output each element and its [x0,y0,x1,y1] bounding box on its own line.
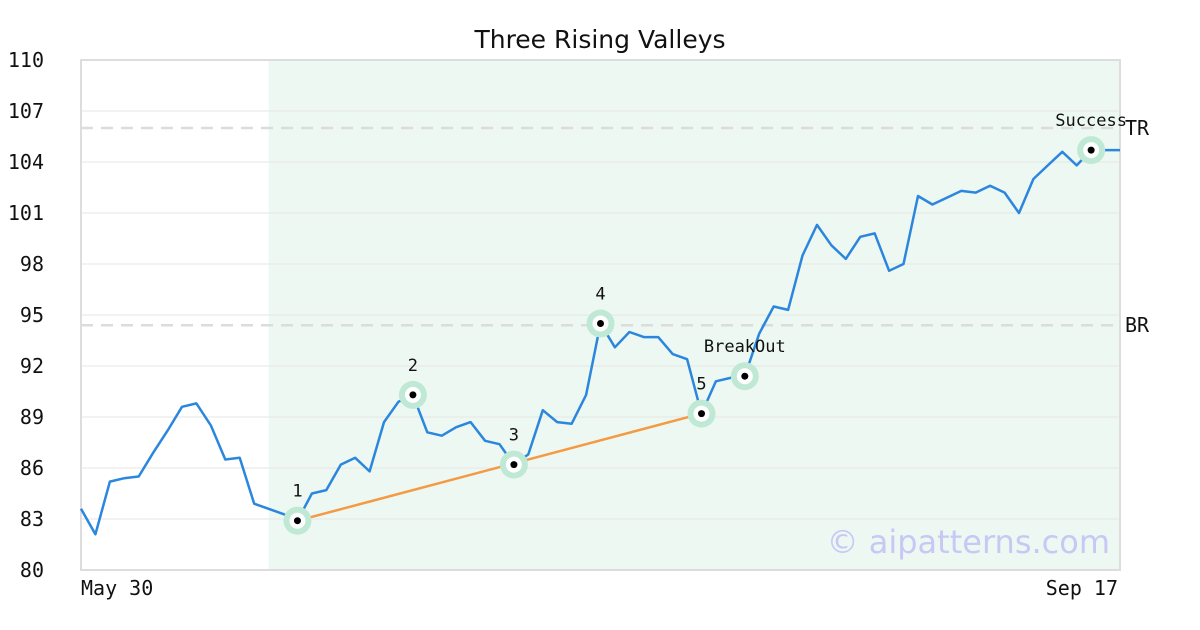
pattern-point-label: Success [1055,111,1127,131]
pattern-point-label: 3 [509,426,519,446]
y-tick-label: 80 [20,558,44,582]
y-tick-label: 95 [20,303,44,327]
pattern-point-label: 1 [292,482,302,502]
y-tick-label: 107 [8,99,44,123]
y-tick-label: 101 [8,201,44,225]
y-tick-label: 83 [20,507,44,531]
chart-title: Three Rising Valleys [473,25,725,54]
x-tick-label: May 30 [81,576,153,600]
pattern-point-dot [293,517,301,525]
valley-trendline [297,412,702,522]
watermark: © aipatterns.com [827,523,1110,561]
level-label: TR [1125,116,1150,140]
level-lines: TR BR [81,116,1150,337]
y-tick-label: 86 [20,456,44,480]
y-tick-label: 104 [8,150,44,174]
pattern-point-dot [510,461,518,469]
x-axis-ticks: May 30 Sep 17 [81,576,1118,600]
pattern-point-dot [741,372,749,380]
pattern-point-label: BreakOut [704,337,786,357]
pattern-point-dot [698,410,706,418]
pattern-point-dot [1087,146,1095,154]
pattern-point-label: 5 [696,375,706,395]
y-tick-label: 89 [20,405,44,429]
plot-frame [80,59,1121,571]
pattern-point-label: 4 [595,285,605,305]
y-tick-label: 110 [8,48,44,72]
x-tick-label: Sep 17 [1046,576,1118,600]
pattern-point-dot [597,320,604,327]
pattern-point-dot [409,391,417,399]
y-axis-ticks: 80 83 86 89 92 95 98 101 104 107 110 [8,48,44,582]
y-tick-label: 98 [20,252,44,276]
pattern-markers: 1 2 3 4 5 BreakOut Success [283,111,1127,535]
level-label: BR [1125,313,1150,337]
pattern-point-label: 2 [408,356,418,376]
y-tick-label: 92 [20,354,44,378]
